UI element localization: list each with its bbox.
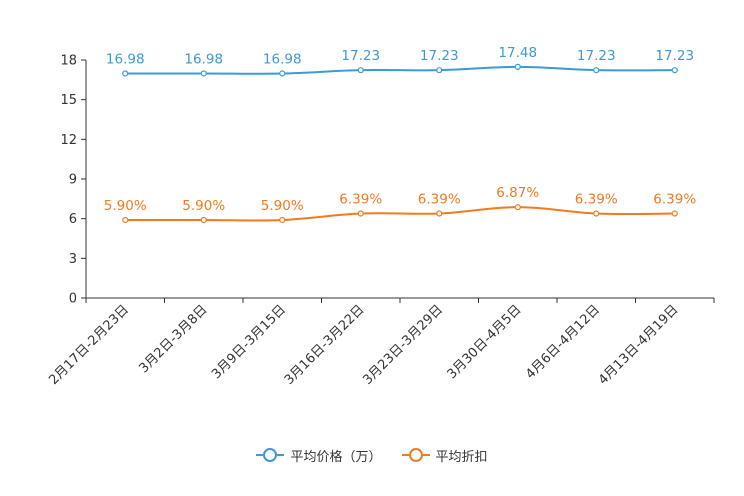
data-point[interactable] <box>436 210 443 217</box>
legend-price-label: 平均价格（万） <box>290 449 382 465</box>
data-label: 17.23 <box>655 48 694 64</box>
data-point[interactable] <box>593 210 600 217</box>
legend: 平均价格（万） 平均折扣 <box>0 444 744 466</box>
y-tick-label: 12 <box>60 133 77 148</box>
data-point[interactable] <box>514 204 521 211</box>
data-label: 5.90% <box>261 198 304 214</box>
data-label: 16.98 <box>263 51 302 67</box>
y-tick-label: 3 <box>69 252 77 267</box>
data-label: 5.90% <box>104 198 147 214</box>
data-label: 16.98 <box>106 51 145 67</box>
y-tick-label: 9 <box>69 173 77 188</box>
legend-price-icon <box>256 448 285 462</box>
x-category-label: 2月17日-2月23日 <box>46 302 132 388</box>
data-label: 17.23 <box>420 48 459 64</box>
x-category-label: 3月30日-4月5日 <box>445 302 525 382</box>
data-point[interactable] <box>357 210 364 217</box>
data-label: 16.98 <box>184 51 223 67</box>
data-label: 6.87% <box>496 185 539 201</box>
data-point[interactable] <box>593 67 600 74</box>
x-category-label: 3月16日-3月22日 <box>282 302 368 388</box>
y-tick-label: 15 <box>60 93 77 108</box>
x-category-label: 4月6日-4月12日 <box>523 302 603 382</box>
data-label: 6.39% <box>653 192 696 208</box>
data-label: 17.23 <box>341 48 380 64</box>
data-point[interactable] <box>279 70 286 77</box>
legend-discount-label: 平均折扣 <box>435 449 488 465</box>
y-tick-label: 0 <box>69 292 77 307</box>
x-category-label: 3月2日-3月8日 <box>136 302 210 376</box>
legend-item-price[interactable]: 平均价格（万） <box>256 446 382 465</box>
data-label: 6.39% <box>575 192 618 208</box>
data-point[interactable] <box>122 216 129 224</box>
data-point[interactable] <box>436 67 443 74</box>
legend-item-discount[interactable]: 平均折扣 <box>401 446 488 465</box>
data-point[interactable] <box>671 67 678 74</box>
data-point[interactable] <box>357 67 364 74</box>
series-line-1 <box>125 206 675 222</box>
data-label: 17.48 <box>498 45 537 61</box>
legend-discount-icon <box>401 448 430 462</box>
data-label: 5.90% <box>182 198 225 214</box>
data-label: 6.39% <box>339 192 382 208</box>
x-category-label: 3月23日-3月29日 <box>360 302 446 388</box>
x-category-label: 4月13日-4月19日 <box>596 302 682 388</box>
y-tick-label: 18 <box>60 54 77 69</box>
data-point[interactable] <box>279 216 286 224</box>
data-label: 6.39% <box>418 192 461 208</box>
series-line-0 <box>125 65 675 75</box>
data-label: 17.23 <box>577 48 616 64</box>
x-category-label: 3月9日-3月15日 <box>209 302 289 382</box>
data-point[interactable] <box>200 70 207 77</box>
y-tick-label: 6 <box>69 212 77 227</box>
data-point[interactable] <box>514 63 521 70</box>
data-point[interactable] <box>122 70 129 77</box>
data-point[interactable] <box>200 216 207 224</box>
data-point[interactable] <box>671 210 678 217</box>
